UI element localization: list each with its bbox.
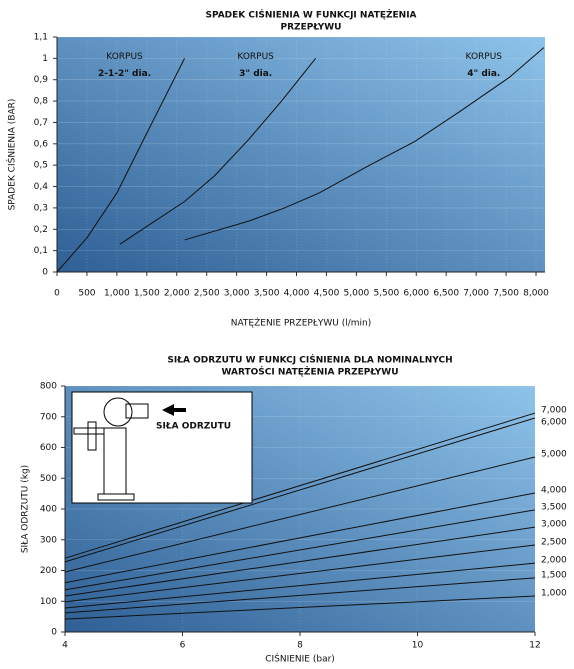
chart-title: SIŁA ODRZUTU W FUNKCJ CIŚNIENIA DLA NOMI… xyxy=(167,354,452,366)
x-tick-label: 5,500 xyxy=(373,289,399,299)
x-tick-label: 3,000 xyxy=(224,289,250,299)
y-tick-label: 200 xyxy=(40,566,57,576)
y-tick-label: 0,6 xyxy=(34,139,49,149)
y-tick-label: 400 xyxy=(40,505,57,515)
x-tick-label: 7,500 xyxy=(493,289,519,299)
nozzle-tip xyxy=(125,403,149,419)
y-tick-label: 0,9 xyxy=(34,75,49,85)
series-label: 6,000 xyxy=(541,418,567,428)
y-tick-label: 700 xyxy=(40,412,57,422)
x-tick-label: 8,000 xyxy=(523,289,549,299)
x-tick-label: 6 xyxy=(180,641,186,651)
series-line xyxy=(64,526,536,597)
x-axis-label: CIŚNIENIE (bar) xyxy=(265,653,335,665)
series-label: 4,000 xyxy=(541,486,567,496)
series-annotation: KORPUS xyxy=(106,52,143,62)
y-tick-label: 0,4 xyxy=(34,182,49,192)
y-axis-label: SIŁA ODRZUTU (kg) xyxy=(21,465,31,553)
inset-box xyxy=(71,391,253,504)
y-tick-label: 0 xyxy=(51,628,57,638)
series-label: 1,000 xyxy=(541,589,567,599)
series-line xyxy=(64,544,536,603)
x-tick-label: 0 xyxy=(54,289,60,299)
x-tick-label: 6,000 xyxy=(403,289,429,299)
x-tick-label: 4 xyxy=(62,641,68,651)
y-tick-label: 600 xyxy=(40,443,57,453)
x-tick-label: 1,500 xyxy=(134,289,160,299)
x-tick-label: 5,000 xyxy=(344,289,370,299)
y-tick-label: 500 xyxy=(40,474,57,484)
series-annotation: KORPUS xyxy=(237,52,274,62)
chart-title: WARTOŚCI NATĘŻENIA PRZEPŁYWU xyxy=(221,366,398,378)
y-tick-label: 0,7 xyxy=(34,118,48,128)
x-tick-label: 12 xyxy=(529,641,540,651)
y-tick-label: 300 xyxy=(40,535,57,545)
series-line xyxy=(64,562,536,609)
arrow xyxy=(162,404,186,416)
y-tick-label: 0 xyxy=(42,268,48,278)
x-tick-label: 7,000 xyxy=(463,289,489,299)
series-line xyxy=(64,412,536,559)
x-tick-label: 8 xyxy=(297,641,303,651)
series-line xyxy=(64,492,536,584)
series-line xyxy=(64,595,536,620)
series-label: 3" dia. xyxy=(239,69,272,79)
series-label: 4" dia. xyxy=(467,69,500,79)
chart-title: SPADEK CIŚNIENIA W FUNKCJI NATĘŻENIA xyxy=(205,9,416,21)
series-label: 2,000 xyxy=(541,556,567,566)
series-label: 7,000 xyxy=(541,406,567,416)
x-axis-label: NATĘŻENIE PRZEPŁYWU (l/min) xyxy=(231,318,372,329)
series-line xyxy=(184,47,545,241)
handle xyxy=(73,427,105,435)
x-tick-label: 3,500 xyxy=(254,289,280,299)
y-axis-label: SPADEK CIŚNIENIA (BAR) xyxy=(6,99,18,211)
valve xyxy=(87,421,97,451)
series-label: 1,500 xyxy=(541,570,567,580)
x-tick-label: 2,500 xyxy=(194,289,220,299)
y-tick-label: 0,3 xyxy=(34,203,48,213)
series-label: 3,500 xyxy=(541,502,567,512)
x-tick-label: 1,000 xyxy=(104,289,130,299)
base xyxy=(97,493,135,501)
inset-label: SIŁA ODRZUTU xyxy=(156,422,231,432)
y-tick-label: 0,1 xyxy=(34,246,48,256)
y-tick-label: 800 xyxy=(40,382,57,392)
series-label: 3,000 xyxy=(541,520,567,530)
y-tick-label: 1,1 xyxy=(34,33,48,43)
x-tick-label: 4,000 xyxy=(284,289,310,299)
nozzle-head xyxy=(103,397,133,427)
series-line xyxy=(64,577,536,614)
y-tick-label: 0,5 xyxy=(34,161,48,171)
series-line xyxy=(64,509,536,591)
x-tick-label: 6,500 xyxy=(433,289,459,299)
series-line xyxy=(56,58,185,273)
series-line xyxy=(64,417,536,563)
x-tick-label: 2,000 xyxy=(164,289,190,299)
y-tick-label: 0,2 xyxy=(34,225,48,235)
chart-title: PRZEPŁYWU xyxy=(281,23,342,33)
series-line xyxy=(64,456,536,573)
y-tick-label: 100 xyxy=(40,597,57,607)
series-annotation: KORPUS xyxy=(466,52,503,62)
x-tick-label: 10 xyxy=(412,641,424,651)
x-tick-label: 4,500 xyxy=(314,289,340,299)
y-tick-label: 0,8 xyxy=(34,97,49,107)
series-line xyxy=(119,58,317,245)
series-label: 2,500 xyxy=(541,537,567,547)
inset: SIŁA ODRZUTU xyxy=(71,391,253,504)
series-label: 5,000 xyxy=(541,450,567,460)
series-label: 2-1-2" dia. xyxy=(98,69,151,79)
y-tick-label: 1 xyxy=(42,54,48,64)
x-tick-label: 500 xyxy=(78,289,95,299)
